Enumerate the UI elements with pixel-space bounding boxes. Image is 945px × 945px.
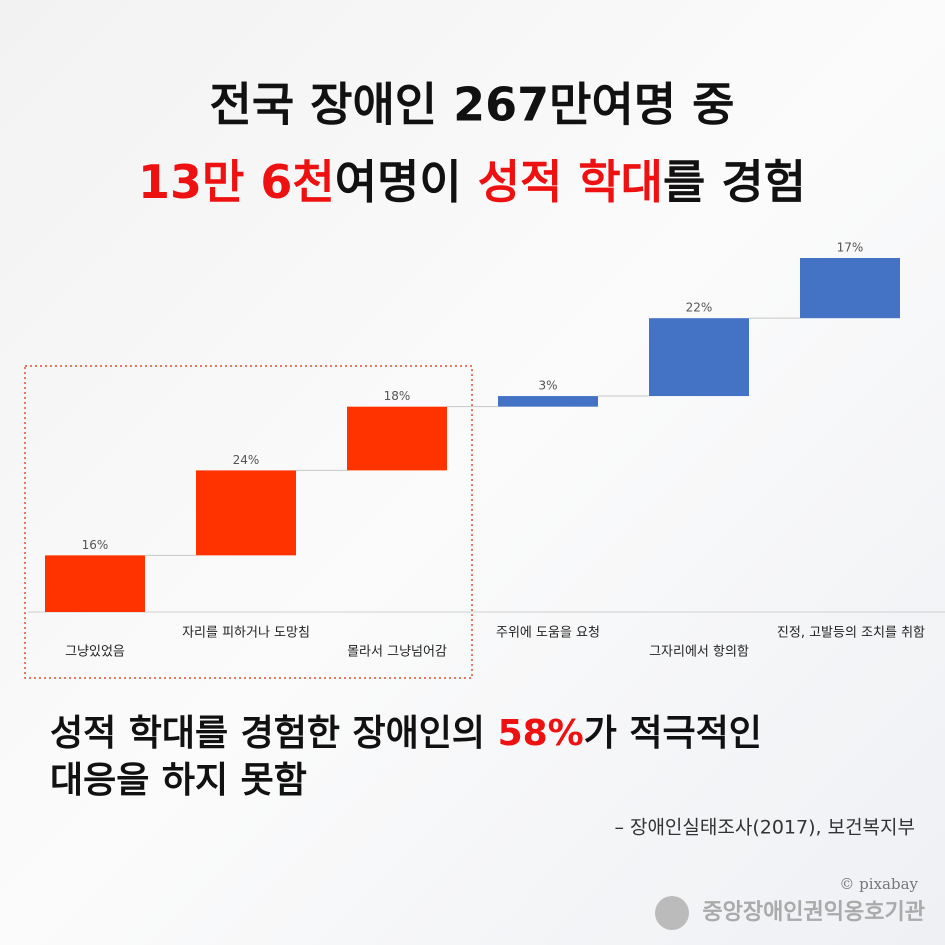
text-segment: 58% — [498, 713, 584, 754]
value-label: 24% — [233, 453, 260, 467]
value-label: 3% — [538, 379, 557, 393]
category-label: 그냥있었음 — [65, 645, 125, 660]
source: – 장애인실태조사(2017), 보건복지부 — [614, 817, 915, 839]
bar — [800, 258, 900, 319]
logo-text: 중앙장애인권익옹호기관 — [702, 900, 925, 925]
summary-line-1: 성적 학대를 경험한 장애인의 58%가 적극적인 — [50, 713, 762, 754]
category-label: 그자리에서 항의함 — [649, 645, 749, 660]
category-label: 자리를 피하거나 도망침 — [182, 626, 310, 641]
bar — [196, 470, 296, 556]
bar — [347, 406, 447, 471]
value-label: 16% — [82, 538, 109, 552]
title-line-1: 전국 장애인 267만여명 중 — [210, 78, 735, 132]
category-label: 주위에 도움을 요청 — [496, 626, 600, 641]
logo-icon — [655, 896, 689, 930]
text-segment: 성적 학대 — [478, 155, 663, 209]
text-segment: 13만 6천 — [138, 155, 335, 209]
text-segment: 성적 학대를 경험한 장애인의 — [50, 713, 498, 754]
text-segment: 가 적극적인 — [584, 713, 762, 754]
value-label: 17% — [837, 241, 864, 255]
bar — [498, 396, 598, 407]
bar — [649, 318, 749, 397]
text-segment: 여명이 — [335, 155, 478, 209]
summary-line-2: 대응을 하지 못함 — [50, 760, 307, 801]
highlight-box — [24, 365, 473, 679]
value-label: 18% — [384, 389, 411, 403]
category-label: 몰라서 그냥넘어감 — [347, 645, 447, 660]
waterfall-chart: 16% 그냥있었음 24% 자리를 피하거나 도망침 18% 몰라서 그냥넘어감 3% 주위에… — [45, 241, 925, 660]
credit: © pixabay — [839, 875, 918, 893]
bar — [45, 555, 145, 612]
text-segment: 를 경험 — [663, 155, 806, 209]
title-line-2: 13만 6천여명이 성적 학대를 경험 — [138, 155, 806, 209]
category-label: 진정, 고발등의 조치를 취함 — [777, 626, 925, 641]
value-label: 22% — [686, 301, 713, 315]
